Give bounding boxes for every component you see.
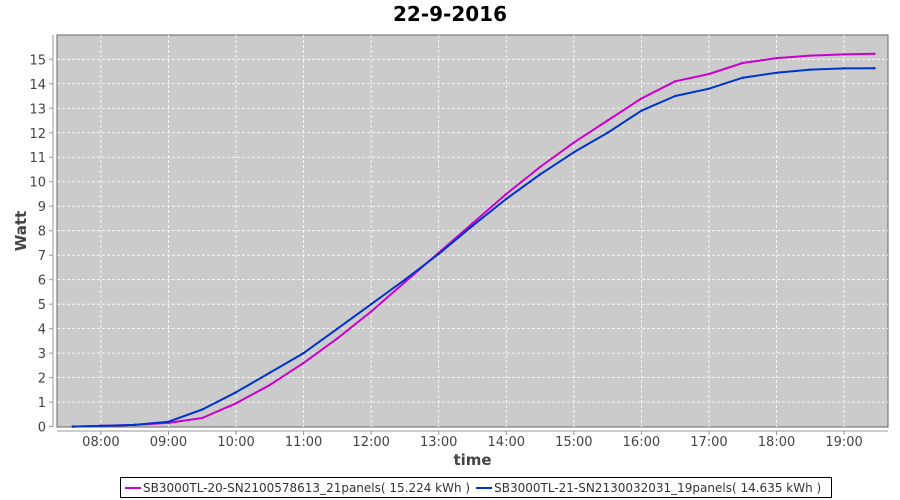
x-tick-label: 19:00 [825,435,862,450]
x-tick-label: 14:00 [488,435,525,450]
x-tick-label: 11:00 [285,435,322,450]
y-tick-label: 13 [29,102,46,117]
y-tick-label: 0 [38,421,46,436]
x-tick-label: 10:00 [217,435,254,450]
data-point [673,94,677,98]
x-tick-label: 17:00 [690,435,727,450]
legend-swatch [476,486,493,489]
data-point [809,54,812,57]
x-tick-label: 08:00 [82,435,119,450]
data-point [572,141,576,144]
data-point [775,56,778,60]
data-point [572,151,576,154]
data-point [336,337,339,340]
data-point [268,371,272,374]
data-point [538,173,542,176]
data-point [471,224,474,228]
data-point [873,67,876,70]
data-point [369,310,373,313]
data-point [167,420,170,423]
data-point [403,280,407,284]
x-axis-label: time [453,451,491,469]
data-point [471,222,474,225]
legend-item: SB3000TL-20-SN2100578613_21panels( 15.22… [125,481,470,495]
data-point [336,327,339,330]
data-point [133,423,136,427]
x-tick-label: 16:00 [623,435,660,450]
data-point [741,61,744,65]
data-point [302,361,305,365]
data-point [99,424,103,428]
y-tick-label: 12 [29,127,46,142]
data-point [707,87,711,90]
x-tick-label: 12:00 [352,435,389,450]
legend-item: SB3000TL-21-SN2130032031_19panels( 14.63… [476,481,821,495]
y-tick-label: 1 [38,396,46,411]
x-tick-label: 13:00 [420,435,457,450]
data-point [775,71,778,74]
data-point [842,67,846,70]
y-tick-label: 15 [29,53,46,68]
chart-title: 22-9-2016 [392,2,507,26]
data-point [640,109,643,112]
legend-label: SB3000TL-20-SN2100578613_21panels( 15.22… [143,480,471,495]
y-tick-label: 8 [38,225,46,240]
data-point [606,119,609,122]
y-tick-label: 4 [38,323,46,338]
data-point [234,391,238,394]
data-point [201,408,204,411]
y-tick-label: 7 [38,249,46,264]
data-point [71,425,74,428]
y-tick-label: 11 [29,151,46,166]
x-tick-label: 15:00 [555,435,592,450]
data-point [842,53,846,56]
x-tick-label: 18:00 [758,435,795,450]
data-point [707,72,711,76]
data-point [673,80,677,83]
y-tick-label: 9 [38,200,46,215]
data-point [809,68,812,71]
data-point [873,52,876,56]
data-point [268,383,272,387]
data-point [437,252,440,256]
data-point [505,197,508,201]
data-point [369,302,373,306]
x-tick-label: 09:00 [150,435,187,450]
y-tick-label: 10 [29,176,46,191]
data-point [640,97,643,100]
data-point [234,402,238,405]
y-tick-label: 3 [38,347,46,362]
y-axis-label: Watt [12,211,30,251]
y-tick-label: 6 [38,274,46,289]
data-point [403,278,407,281]
legend: SB3000TL-20-SN2100578613_21panels( 15.22… [120,477,833,498]
data-point [302,351,305,355]
data-point [505,192,508,196]
data-point [538,165,542,169]
y-tick-label: 14 [29,78,46,93]
data-point [606,131,609,134]
data-point [201,416,204,420]
y-tick-label: 2 [38,372,46,387]
data-point [741,76,744,79]
legend-label: SB3000TL-21-SN2130032031_19panels( 14.63… [494,480,822,495]
y-tick-label: 5 [38,298,46,313]
legend-swatch [125,486,141,489]
